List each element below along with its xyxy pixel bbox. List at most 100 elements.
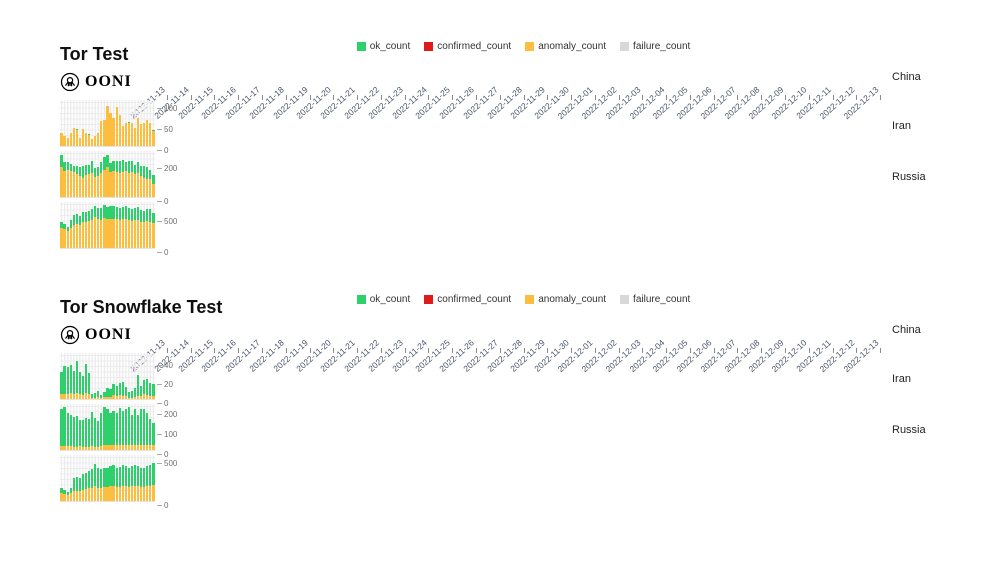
segment-anomaly_count[interactable] (115, 396, 118, 399)
segment-ok_count[interactable] (97, 391, 100, 398)
segment-anomaly_count[interactable] (100, 220, 103, 248)
segment-anomaly_count[interactable] (109, 219, 112, 248)
segment-ok_count[interactable] (75, 360, 78, 394)
bar-china-2022-11-15[interactable] (66, 353, 69, 399)
bar-russia-2022-11-19[interactable] (78, 455, 81, 501)
bar-iran-2022-11-26[interactable] (100, 404, 103, 450)
segment-ok_count[interactable] (146, 413, 149, 445)
segment-ok_count[interactable] (106, 388, 109, 398)
segment-anomaly_count[interactable] (136, 172, 140, 197)
bar-russia-2022-12-05[interactable] (127, 455, 130, 501)
segment-ok_count[interactable] (97, 420, 100, 447)
bar-iran-2022-12-07[interactable] (133, 404, 137, 450)
segment-ok_count[interactable] (109, 206, 112, 220)
segment-ok_count[interactable] (63, 490, 66, 495)
segment-ok_count[interactable] (94, 464, 97, 486)
segment-ok_count[interactable] (109, 465, 112, 486)
segment-anomaly_count[interactable] (112, 445, 115, 450)
segment-ok_count[interactable] (103, 407, 106, 445)
segment-ok_count[interactable] (81, 376, 85, 396)
segment-ok_count[interactable] (63, 223, 66, 229)
bar-iran-2022-11-19[interactable] (78, 404, 81, 450)
bar-russia-2022-11-16[interactable] (69, 202, 72, 248)
segment-anomaly_count[interactable] (106, 167, 109, 197)
segment-anomaly_count[interactable] (63, 394, 66, 399)
bar-china-2022-11-28[interactable] (106, 100, 109, 146)
segment-anomaly_count[interactable] (97, 175, 100, 197)
bar-iran-2022-11-24[interactable] (94, 151, 97, 197)
segment-anomaly_count[interactable] (72, 447, 75, 450)
segment-ok_count[interactable] (152, 422, 155, 445)
bar-iran-2022-11-16[interactable] (69, 151, 72, 197)
bar-russia-2022-12-10[interactable] (143, 455, 146, 501)
segment-ok_count[interactable] (112, 117, 115, 119)
bar-iran-2022-11-21[interactable] (84, 151, 88, 197)
segment-anomaly_count[interactable] (133, 127, 137, 146)
segment-anomaly_count[interactable] (78, 137, 81, 146)
segment-ok_count[interactable] (140, 385, 143, 397)
bar-iran-2022-11-17[interactable] (72, 151, 75, 197)
bar-russia-2022-12-10[interactable] (143, 202, 146, 248)
segment-ok_count[interactable] (146, 465, 149, 486)
bar-china-2022-12-06[interactable] (130, 100, 134, 146)
bar-china-2022-12-08[interactable] (136, 353, 140, 399)
legend-item-anomaly_count[interactable]: anomaly_count (525, 41, 606, 52)
bar-russia-2022-11-19[interactable] (78, 202, 81, 248)
segment-ok_count[interactable] (84, 472, 88, 490)
segment-ok_count[interactable] (100, 162, 103, 173)
segment-anomaly_count[interactable] (106, 445, 109, 450)
segment-anomaly_count[interactable] (133, 397, 137, 399)
segment-anomaly_count[interactable] (124, 396, 127, 399)
bar-china-2022-11-20[interactable] (81, 100, 85, 146)
segment-ok_count[interactable] (72, 165, 75, 172)
segment-anomaly_count[interactable] (78, 394, 81, 399)
segment-anomaly_count[interactable] (152, 223, 155, 248)
segment-ok_count[interactable] (136, 206, 140, 220)
segment-anomaly_count[interactable] (124, 445, 127, 450)
segment-ok_count[interactable] (91, 411, 94, 446)
segment-anomaly_count[interactable] (140, 486, 143, 501)
segment-ok_count[interactable] (87, 470, 91, 489)
segment-ok_count[interactable] (143, 408, 146, 445)
bar-iran-2022-12-11[interactable] (146, 404, 149, 450)
bar-russia-2022-12-13[interactable] (152, 455, 155, 501)
segment-anomaly_count[interactable] (127, 172, 130, 197)
segment-anomaly_count[interactable] (127, 123, 130, 146)
segment-anomaly_count[interactable] (72, 171, 75, 197)
bar-china-2022-12-11[interactable] (146, 100, 149, 146)
segment-anomaly_count[interactable] (121, 171, 124, 197)
segment-anomaly_count[interactable] (60, 493, 63, 501)
segment-ok_count[interactable] (106, 468, 109, 487)
segment-anomaly_count[interactable] (149, 396, 152, 399)
bar-iran-2022-12-10[interactable] (143, 404, 146, 450)
bar-china-2022-11-16[interactable] (69, 353, 72, 399)
segment-ok_count[interactable] (91, 469, 94, 488)
segment-anomaly_count[interactable] (118, 445, 121, 450)
segment-anomaly_count[interactable] (136, 396, 140, 399)
segment-ok_count[interactable] (118, 161, 121, 173)
segment-anomaly_count[interactable] (118, 219, 121, 248)
segment-ok_count[interactable] (136, 161, 140, 173)
bar-russia-2022-12-03[interactable] (121, 455, 124, 501)
segment-ok_count[interactable] (146, 209, 149, 222)
segment-ok_count[interactable] (130, 415, 134, 445)
bar-russia-2022-11-26[interactable] (100, 202, 103, 248)
segment-ok_count[interactable] (118, 382, 121, 396)
bar-iran-2022-12-04[interactable] (124, 404, 127, 450)
segment-ok_count[interactable] (133, 465, 137, 486)
bar-china-2022-12-13[interactable] (152, 100, 155, 146)
segment-anomaly_count[interactable] (121, 396, 124, 399)
segment-anomaly_count[interactable] (72, 224, 75, 248)
bar-russia-2022-11-29[interactable] (109, 455, 112, 501)
bar-russia-2022-11-14[interactable] (63, 202, 66, 248)
segment-ok_count[interactable] (78, 372, 81, 395)
bar-iran-2022-11-18[interactable] (75, 151, 78, 197)
segment-ok_count[interactable] (94, 167, 97, 177)
segment-anomaly_count[interactable] (75, 130, 78, 146)
bar-iran-2022-12-12[interactable] (149, 404, 152, 450)
segment-ok_count[interactable] (115, 467, 118, 487)
segment-ok_count[interactable] (118, 208, 121, 220)
bar-china-2022-12-10[interactable] (143, 100, 146, 146)
segment-ok_count[interactable] (115, 385, 118, 397)
segment-anomaly_count[interactable] (75, 224, 78, 248)
